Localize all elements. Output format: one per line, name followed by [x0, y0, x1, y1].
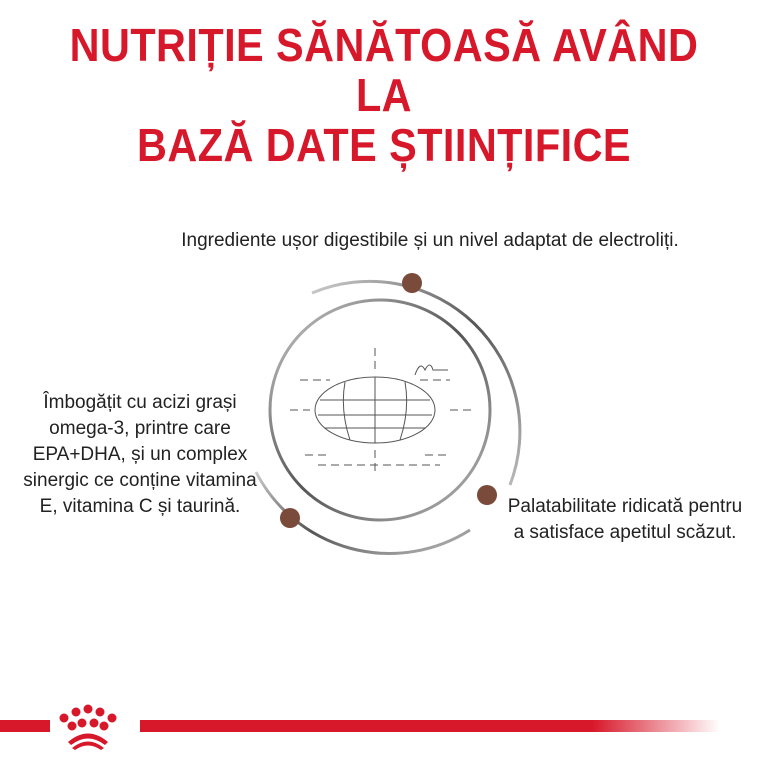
brand-bar-left [0, 720, 50, 732]
feature-omega3: Îmbogățit cu acizi grași omega-3, printr… [23, 392, 257, 517]
feature-digestibility: Ingrediente ușor digestibile și un nivel… [181, 230, 679, 251]
feature-palatability: Palatabilitate ridicată pentru a satisfa… [507, 496, 743, 543]
dot-icon [280, 508, 300, 528]
crown-logo-icon [59, 704, 117, 750]
brand-bar-right [140, 720, 720, 732]
outer-arc-top [311, 279, 522, 486]
page-title: NUTRIȚIE SĂNĂTOASĂ AVÂND LA BAZĂ DATE ȘT… [0, 20, 768, 170]
dot-icon [477, 485, 497, 505]
dot-icon [402, 273, 422, 293]
outer-arc-bottom [254, 471, 471, 555]
title-line-2: BAZĂ DATE ȘTIINȚIFICE [137, 119, 631, 171]
kibble-sketch [290, 348, 475, 475]
title-line-1: NUTRIȚIE SĂNĂTOASĂ AVÂND LA [69, 19, 699, 121]
inner-ring [268, 298, 492, 522]
